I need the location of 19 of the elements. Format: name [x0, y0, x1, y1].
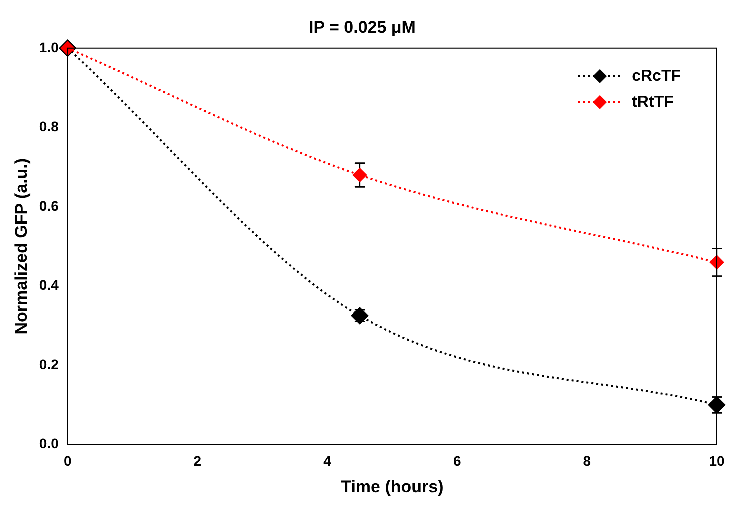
y-tick-label: 0.0	[39, 436, 60, 452]
x-tick-label: 8	[583, 453, 592, 470]
x-tick-label: 0	[64, 453, 72, 470]
y-tick-label: 0.4	[39, 277, 60, 294]
x-tick-label: 2	[194, 453, 202, 470]
chart-title: IP = 0.025 μM	[309, 18, 416, 37]
point	[351, 307, 368, 324]
y-tick-label: 1.0	[39, 39, 60, 56]
y-tick-label: 0.2	[39, 356, 60, 372]
y-tick-label: 0.6	[39, 198, 60, 214]
y-axis-title: Normalized GFP (a.u.)	[12, 158, 31, 335]
x-tick-label: 10	[709, 453, 725, 470]
legend-label: tRtTF	[632, 94, 674, 111]
point	[352, 168, 367, 182]
y-tick-label: 0.8	[39, 118, 60, 135]
x-tick-label: 6	[453, 453, 462, 470]
legend-label: cRcTF	[632, 68, 682, 85]
x-axis-title: Time (hours)	[341, 477, 444, 496]
x-tick-label: 4	[324, 453, 332, 470]
